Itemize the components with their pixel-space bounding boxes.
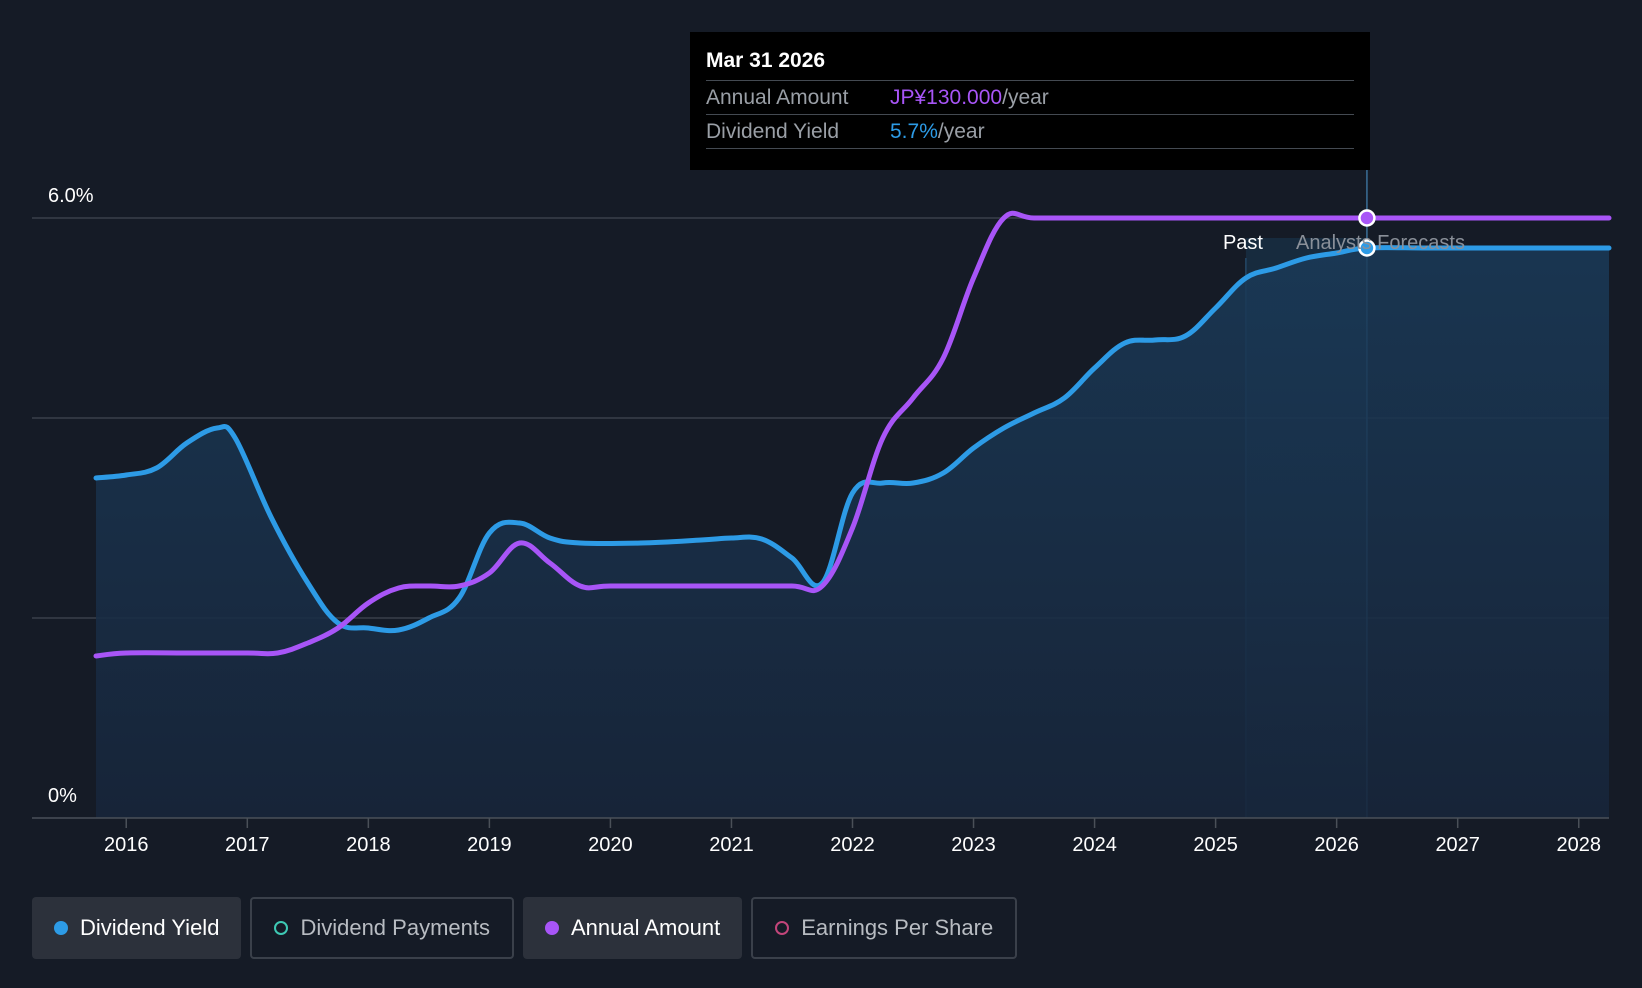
legend-dot-icon <box>544 921 559 935</box>
tooltip-row-dividend-yield: Dividend Yield 5.7% /year <box>706 115 1354 149</box>
x-tick-label: 2028 <box>1556 834 1601 856</box>
tooltip-value: JP¥130.000 <box>890 86 1003 109</box>
legend-dot-icon <box>54 921 68 935</box>
annual-amount-marker <box>1358 209 1376 227</box>
x-tick-label: 2020 <box>588 834 633 856</box>
x-tick-label: 2026 <box>1314 834 1359 856</box>
legend-label: Dividend Payments <box>300 915 490 940</box>
hover-tooltip: Mar 31 2026 Annual Amount JP¥130.000 /ye… <box>690 32 1370 170</box>
x-tick-label: 2021 <box>709 834 754 856</box>
y-label-top: 6.0% <box>48 185 94 207</box>
x-tick-label: 2027 <box>1435 834 1480 856</box>
x-tick-label: 2025 <box>1193 834 1238 856</box>
x-tick-label: 2018 <box>346 834 391 856</box>
tooltip-date: Mar 31 2026 <box>706 46 1354 81</box>
dividend-yield-marker <box>1358 239 1376 257</box>
x-axis: 2016 2017 2018 2019 2020 2021 2022 2023 2024 2025… <box>32 817 1609 856</box>
x-tick-label: 2023 <box>951 834 996 856</box>
tooltip-unit: /year <box>937 120 985 143</box>
x-tick-label: 2017 <box>225 834 270 856</box>
tooltip-row-annual-amount: Annual Amount JP¥130.000 /year <box>706 81 1354 115</box>
y-label-bottom: 0% <box>48 785 77 807</box>
legend-ring-icon <box>775 921 790 935</box>
past-label: Past <box>1223 232 1263 254</box>
legend-ring-icon <box>274 921 289 935</box>
legend-label: Annual Amount <box>570 915 721 940</box>
tooltip-label: Dividend Yield <box>706 120 840 143</box>
series-lines <box>93 210 1612 659</box>
legend-annual-amount[interactable]: Annual Amount <box>522 897 743 959</box>
forecast-label: Analysts Forecasts <box>1296 232 1465 254</box>
legend: Dividend Yield Dividend Payments Annual … <box>32 897 1018 959</box>
legend-earnings-per-share[interactable]: Earnings Per Share <box>751 897 1018 959</box>
tooltip-unit: /year <box>1002 86 1049 109</box>
tooltip-label: Annual Amount <box>706 86 849 109</box>
annual-amount-line <box>93 210 1612 659</box>
x-tick-label: 2016 <box>104 834 149 856</box>
tooltip-value: 5.7% <box>890 120 938 143</box>
x-tick-label: 2024 <box>1072 834 1117 856</box>
legend-dividend-payments[interactable]: Dividend Payments <box>250 897 514 959</box>
x-tick-label: 2022 <box>830 834 875 856</box>
legend-label: Dividend Yield <box>80 915 220 940</box>
legend-label: Earnings Per Share <box>801 915 994 940</box>
legend-dividend-yield[interactable]: Dividend Yield <box>32 897 242 959</box>
hover-markers <box>1358 209 1376 257</box>
x-tick-label: 2019 <box>467 834 512 856</box>
